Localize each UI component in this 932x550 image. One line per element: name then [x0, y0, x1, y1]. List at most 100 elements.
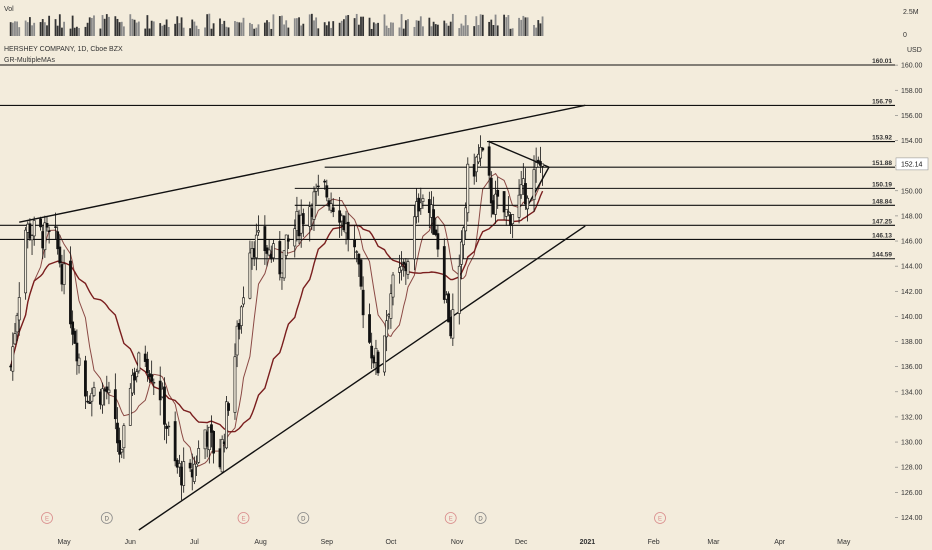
- volume-bar: [447, 25, 450, 36]
- earnings-marker[interactable]: [444, 512, 457, 524]
- candle-body: [122, 425, 126, 449]
- indicator-legend[interactable]: GR-MultipleMAs: [4, 57, 55, 64]
- volume-bar: [283, 24, 285, 36]
- candle-body: [225, 401, 228, 449]
- volume-bar: [263, 22, 266, 36]
- trendline[interactable]: [19, 104, 586, 223]
- earnings-marker[interactable]: [654, 512, 666, 524]
- symbol-legend[interactable]: HERSHEY COMPANY, 1D, Cboe BZX: [4, 46, 123, 53]
- volume-bar: [116, 18, 119, 36]
- volume-bar: [178, 23, 181, 36]
- candle-body: [173, 421, 177, 462]
- earnings-marker[interactable]: [41, 512, 53, 524]
- candle-body: [116, 422, 119, 444]
- candle-body: [267, 249, 271, 256]
- volume-bar: [477, 25, 480, 36]
- candle-body: [521, 178, 525, 186]
- volume-bar: [345, 15, 347, 37]
- volume-bar: [120, 21, 123, 36]
- dividend-marker[interactable]: [474, 512, 487, 524]
- price-tick-label: 158.00: [901, 88, 923, 95]
- volume-bar: [272, 14, 275, 36]
- volume-bar: [422, 26, 424, 36]
- price-tick-label: 128.00: [901, 465, 923, 472]
- candle-body: [331, 207, 335, 213]
- x-axis-label: Jun: [125, 539, 136, 546]
- volume-bar: [39, 22, 42, 36]
- candle-body: [506, 211, 510, 213]
- volume-bar: [522, 15, 525, 37]
- volume-bar: [458, 28, 461, 36]
- horizontal-level-label: 144.59: [872, 252, 892, 259]
- candle-body: [272, 243, 275, 259]
- volume-bar: [332, 21, 335, 36]
- candle-body: [150, 374, 154, 382]
- candle-body: [400, 266, 403, 271]
- candle-body: [145, 358, 149, 374]
- candle-body: [457, 265, 461, 314]
- candle-body: [359, 259, 363, 287]
- candle-body: [442, 246, 446, 300]
- volume-bar: [180, 17, 183, 36]
- volume-bar: [281, 15, 283, 36]
- volume-bar: [108, 16, 110, 36]
- trendline[interactable]: [488, 141, 550, 168]
- candle-body: [299, 214, 303, 234]
- candle-body: [502, 191, 506, 213]
- candle-body: [107, 389, 111, 393]
- candle-body: [188, 462, 192, 469]
- price-tick-label: 138.00: [901, 339, 923, 346]
- volume-bar: [432, 21, 435, 36]
- volume-bar: [225, 26, 228, 36]
- volume-bar: [445, 23, 448, 36]
- earnings-marker[interactable]: [237, 512, 250, 524]
- candle-body: [58, 246, 62, 264]
- trendline[interactable]: [138, 225, 586, 531]
- dividend-marker[interactable]: [297, 512, 310, 524]
- volume-bar: [78, 28, 80, 36]
- volume-bar: [385, 25, 388, 36]
- candle-body: [105, 386, 109, 393]
- volume-bar: [182, 27, 185, 36]
- candle-body: [385, 320, 389, 338]
- volume-bar: [11, 22, 14, 36]
- volume-bar: [503, 14, 506, 36]
- dividend-marker[interactable]: [100, 512, 113, 524]
- price-tick-label: 144.00: [901, 264, 923, 271]
- event-marker-letter: E: [658, 517, 662, 523]
- volume-bar: [195, 25, 198, 36]
- volume-bar: [46, 25, 48, 36]
- volume-bar: [69, 28, 72, 36]
- event-marker-letter: E: [45, 517, 49, 523]
- volume-bar: [270, 28, 273, 36]
- candle-body: [436, 233, 440, 250]
- candle-body: [135, 371, 139, 378]
- candle-body: [56, 231, 60, 250]
- candles-group: [9, 135, 544, 501]
- volume-bar: [419, 16, 422, 36]
- volume-bar: [238, 22, 241, 36]
- volume-bar: [323, 22, 326, 36]
- volume-bar: [377, 22, 379, 36]
- candle-body: [30, 235, 34, 241]
- price-tick-label: 140.00: [901, 314, 923, 321]
- volume-bar: [43, 22, 46, 36]
- volume-bar: [236, 21, 239, 36]
- volume-bar: [407, 19, 409, 36]
- volume-bar: [293, 18, 296, 36]
- candle-body: [235, 325, 239, 356]
- volume-bar: [317, 28, 320, 36]
- trendline[interactable]: [524, 166, 550, 210]
- candle-body: [464, 207, 468, 232]
- volume-bar: [533, 24, 535, 36]
- candle-body: [406, 261, 410, 275]
- volume-bar: [135, 22, 138, 36]
- volume-bar: [353, 18, 356, 36]
- candle-body: [282, 250, 286, 279]
- volume-bar: [417, 20, 420, 36]
- horizontal-level-label: 160.01: [872, 58, 892, 65]
- volume-bar: [206, 14, 209, 36]
- volume-bar: [86, 22, 89, 36]
- candle-body: [412, 216, 416, 260]
